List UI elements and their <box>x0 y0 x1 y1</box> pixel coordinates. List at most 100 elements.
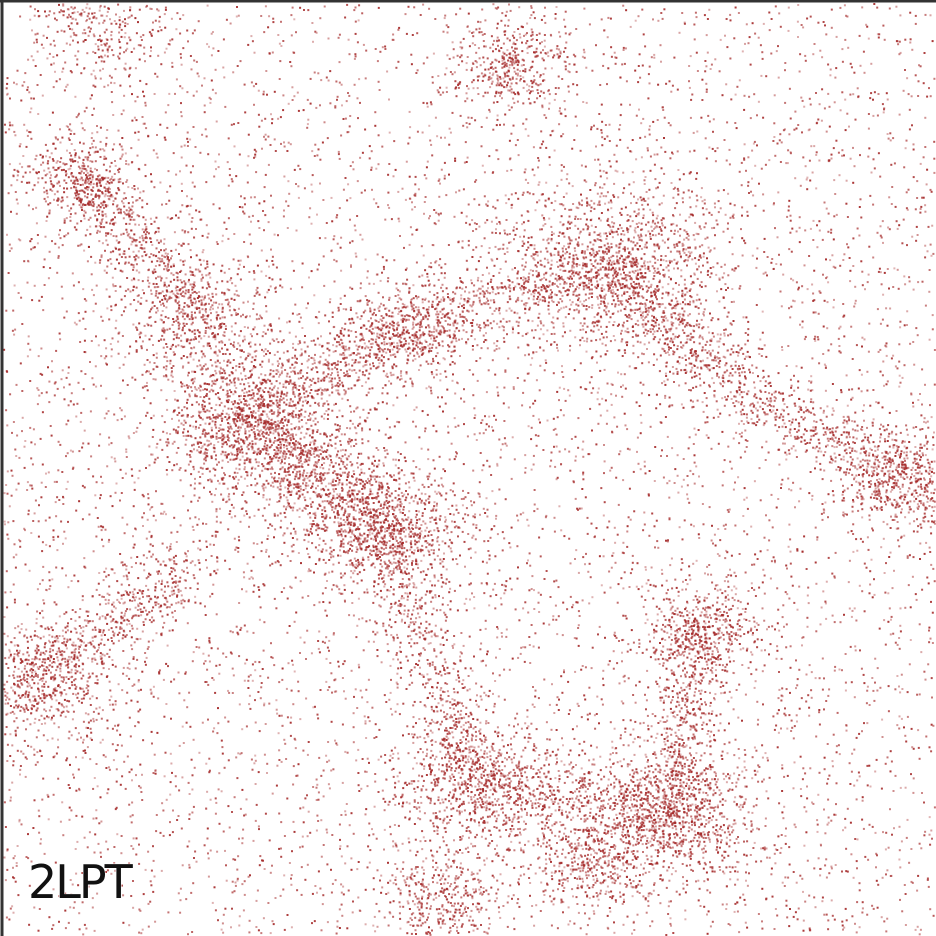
particle <box>565 810 567 813</box>
particle <box>104 204 107 206</box>
particle <box>675 367 678 370</box>
particle <box>779 290 782 293</box>
particle <box>422 3 425 6</box>
particle <box>548 107 550 110</box>
particle <box>732 708 735 711</box>
particle <box>866 281 869 284</box>
particle <box>924 210 927 213</box>
particle <box>38 504 40 507</box>
particle <box>780 847 783 850</box>
particle <box>491 359 494 362</box>
particle <box>392 38 395 41</box>
particle <box>753 93 756 96</box>
particle <box>598 113 601 115</box>
particle <box>4 826 7 828</box>
particle <box>119 733 122 736</box>
particle <box>55 603 58 606</box>
particle <box>611 860 614 863</box>
particle <box>269 324 272 327</box>
particle <box>208 637 211 640</box>
particle <box>439 86 442 89</box>
particle <box>227 301 230 304</box>
particle <box>730 467 733 470</box>
particle <box>828 872 831 875</box>
particle <box>554 465 557 468</box>
particle <box>861 818 864 821</box>
particle <box>545 181 548 184</box>
particle <box>309 207 312 210</box>
particle <box>925 735 928 738</box>
particle <box>461 281 464 284</box>
particle <box>6 92 9 95</box>
particle <box>447 244 450 246</box>
particle <box>498 829 501 832</box>
particle <box>90 73 93 76</box>
particle <box>480 126 483 128</box>
particle <box>752 194 755 197</box>
particle <box>787 345 790 347</box>
particle <box>914 74 917 77</box>
particle <box>281 678 284 681</box>
particle <box>340 891 343 894</box>
particle <box>525 118 528 121</box>
particle <box>136 154 139 157</box>
particle <box>513 753 516 756</box>
particle <box>931 837 933 840</box>
particle <box>838 668 841 671</box>
particle <box>707 114 710 117</box>
particle <box>686 883 689 886</box>
particle <box>632 352 635 355</box>
particle <box>264 812 267 815</box>
particle <box>619 138 622 141</box>
particle <box>872 114 875 117</box>
particle <box>608 758 611 761</box>
particle <box>835 445 838 448</box>
particle <box>727 445 730 448</box>
particle <box>310 340 313 342</box>
particle <box>68 128 71 131</box>
particle <box>846 870 849 873</box>
particle <box>186 622 189 625</box>
particle <box>186 137 189 140</box>
particle <box>788 394 791 397</box>
particle <box>843 314 846 317</box>
particle <box>409 126 412 129</box>
particle <box>744 343 747 346</box>
particle <box>596 280 599 283</box>
particle <box>92 550 95 553</box>
particle <box>427 458 430 461</box>
particle <box>405 32 408 35</box>
particle <box>814 906 817 909</box>
particle <box>856 87 859 90</box>
particle <box>692 562 695 565</box>
particle <box>835 782 838 785</box>
particle <box>311 22 314 24</box>
particle <box>678 31 681 34</box>
particle <box>434 339 437 342</box>
particle <box>900 462 903 465</box>
particle <box>449 608 452 611</box>
particle <box>436 316 439 319</box>
particle <box>509 546 512 549</box>
particle <box>404 198 407 201</box>
particle <box>402 734 404 737</box>
particle <box>725 576 728 578</box>
particle <box>249 242 252 245</box>
particle <box>140 932 143 935</box>
particle <box>709 249 712 252</box>
particle <box>624 206 627 209</box>
particle <box>783 409 785 412</box>
particle <box>71 609 74 611</box>
particle <box>455 525 458 528</box>
particle <box>712 359 715 361</box>
particle <box>706 18 709 20</box>
particle <box>99 741 102 744</box>
particle <box>162 809 165 812</box>
particle <box>835 751 838 754</box>
particle <box>445 194 448 197</box>
particle <box>194 595 197 598</box>
particle <box>692 131 695 134</box>
particle <box>795 714 798 717</box>
particle <box>576 243 579 246</box>
particle <box>520 865 523 868</box>
